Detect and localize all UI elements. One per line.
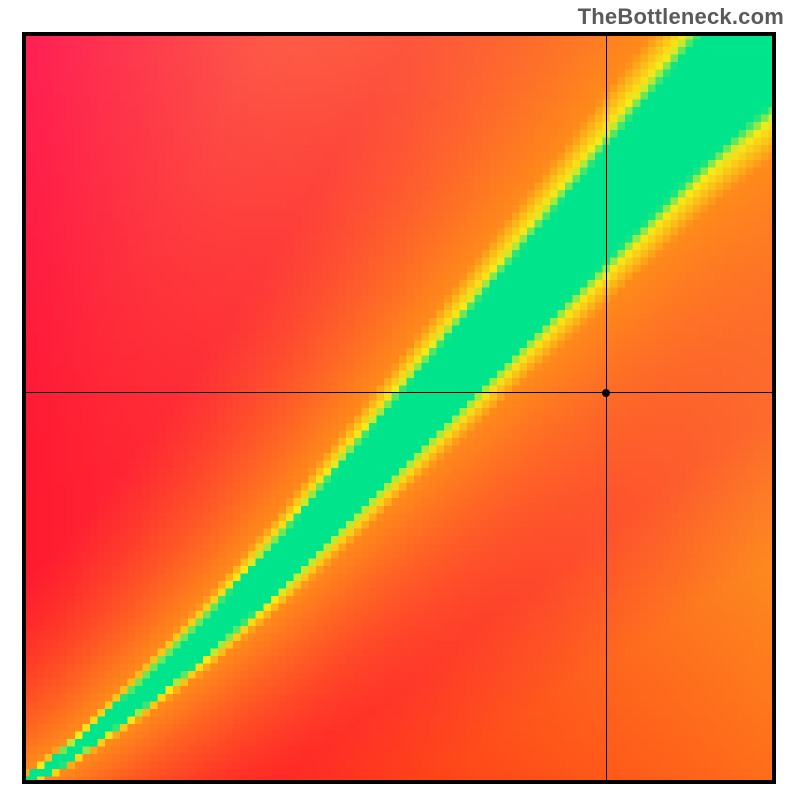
crosshair-vertical — [606, 32, 607, 784]
crosshair-horizontal — [22, 392, 776, 393]
chart-container: TheBottleneck.com — [0, 0, 800, 800]
plot-border — [22, 32, 776, 784]
watermark-label: TheBottleneck.com — [578, 4, 784, 30]
